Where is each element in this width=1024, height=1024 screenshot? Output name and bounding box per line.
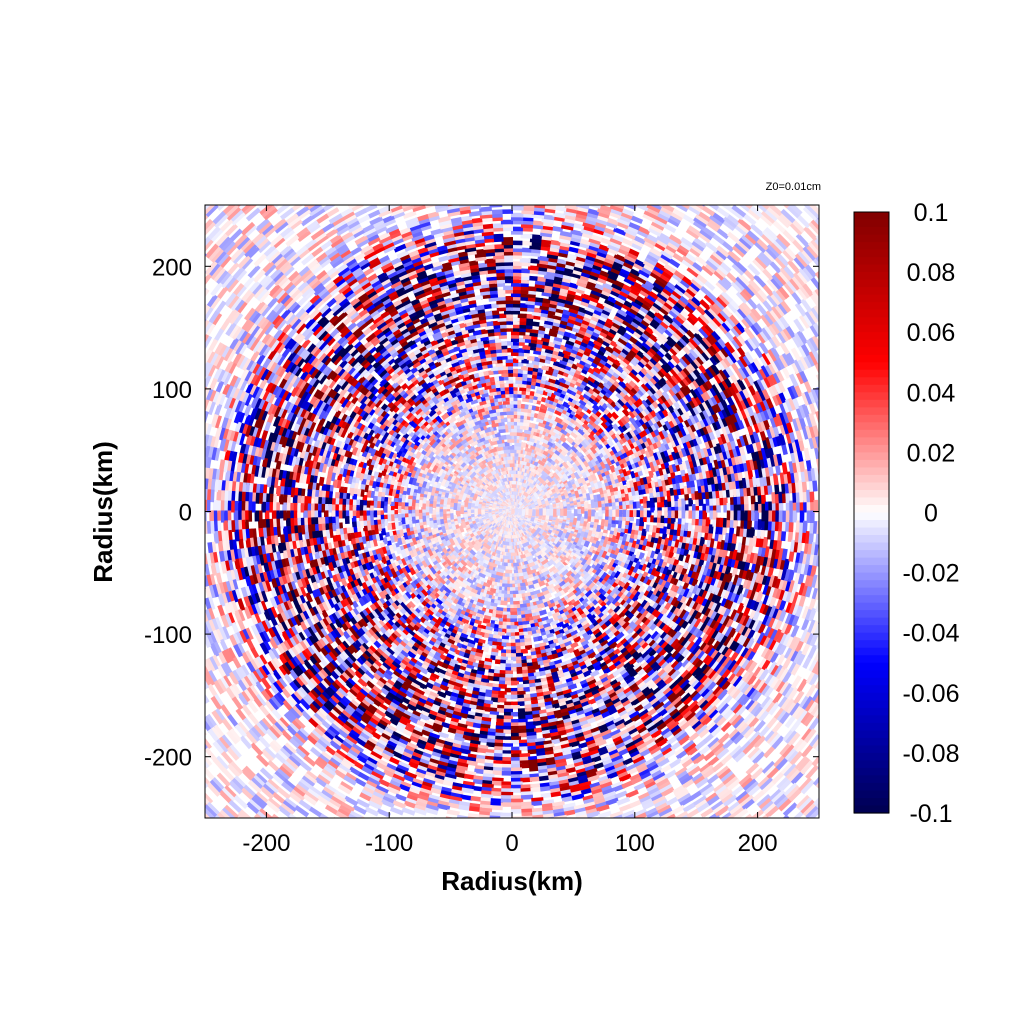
heatmap-cell [500, 600, 508, 606]
heatmap-field [205, 205, 819, 818]
annotation-label: Z0=0.01cm [766, 181, 821, 193]
